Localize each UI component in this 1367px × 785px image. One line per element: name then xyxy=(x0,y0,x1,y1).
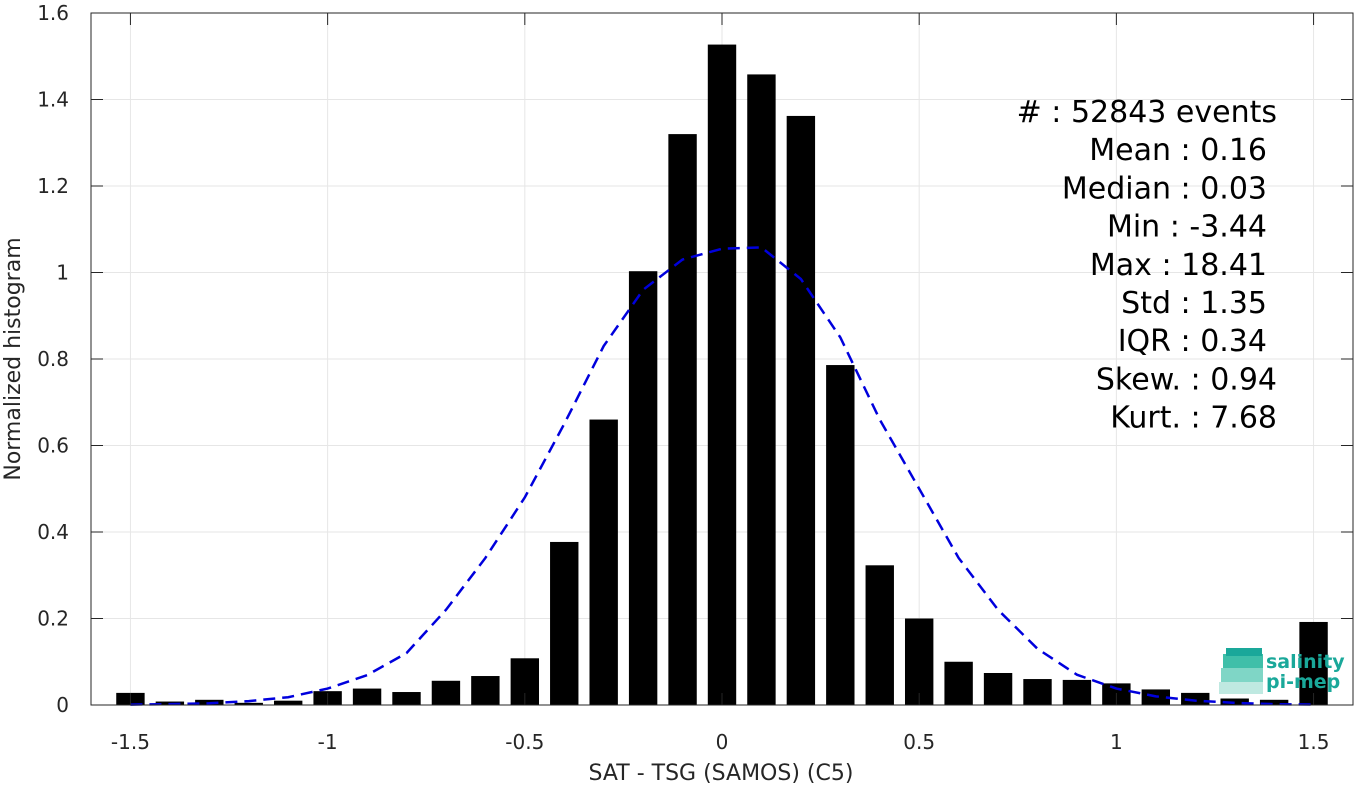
x-tick-label: 0.5 xyxy=(903,730,935,754)
histogram-bar xyxy=(589,419,618,705)
histogram-bar xyxy=(826,365,855,705)
x-tick-label: -0.5 xyxy=(505,730,544,754)
histogram-bar xyxy=(944,661,973,705)
histogram-bar xyxy=(431,680,461,705)
histogram-bar xyxy=(234,702,263,705)
stats-line: IQR : 0.34 xyxy=(1118,324,1267,359)
histogram-bar xyxy=(1299,621,1328,705)
histogram-bars xyxy=(116,44,1328,706)
histogram-bar xyxy=(747,74,776,706)
stats-line: Max : 18.41 xyxy=(1090,248,1267,283)
histogram-bar xyxy=(668,134,697,706)
histogram-bar xyxy=(273,700,303,705)
histogram-bar xyxy=(1181,692,1210,705)
histogram-bar xyxy=(707,44,737,705)
y-tick-label: 1.6 xyxy=(37,1,69,25)
stats-line: Skew. : 0.94 xyxy=(1096,362,1277,397)
histogram-bar xyxy=(1259,699,1289,705)
stats-line: Kurt. : 7.68 xyxy=(1110,401,1277,436)
y-tick-label: 1.4 xyxy=(37,88,69,112)
tick-labels: -1.5 -1 -0.5 0 0.5 1 1.5 0 0.2 0.4 0.6 0.8 1 1.2 1.4 1.… xyxy=(37,1,1329,754)
fit-curve-layer xyxy=(130,246,1314,706)
histogram-bar xyxy=(983,672,1013,705)
histogram-bar xyxy=(786,115,816,705)
y-tick-label: 0.2 xyxy=(37,607,69,631)
x-tick-label: 0 xyxy=(716,730,729,754)
x-tick-label: 1.5 xyxy=(1298,730,1330,754)
y-tick-label: 0.4 xyxy=(37,520,69,544)
histogram-bar xyxy=(904,618,934,705)
histogram-bar xyxy=(471,676,500,705)
salinity-pi-mep-logo: salinity pi-mep xyxy=(1219,648,1345,694)
histogram-bar xyxy=(550,541,579,705)
x-tick-label: -1.5 xyxy=(111,730,150,754)
y-axis-label: Normalized histogram xyxy=(1,237,26,480)
stats-line: Std : 1.35 xyxy=(1121,286,1267,321)
axes xyxy=(90,12,1354,706)
logo-text-line1: salinity xyxy=(1266,651,1345,673)
y-tick-label: 0.8 xyxy=(37,347,69,371)
histogram-bar xyxy=(1023,679,1052,705)
gaussian-fit-curve xyxy=(130,246,1314,706)
histogram-bar xyxy=(392,692,421,705)
y-tick-label: 0.6 xyxy=(37,434,69,458)
y-tick-label: 1.2 xyxy=(37,174,69,198)
logo-wave-icon xyxy=(1219,648,1263,694)
logo-text-line2: pi-mep xyxy=(1266,671,1340,693)
histogram-bar xyxy=(1062,679,1092,705)
stats-line: # : 52843 events xyxy=(1017,95,1277,130)
stats-line: Median : 0.03 xyxy=(1062,171,1267,206)
stats-line: Min : -3.44 xyxy=(1107,210,1267,245)
y-tick-label: 0 xyxy=(56,693,69,717)
y-tick-label: 1 xyxy=(56,261,69,285)
histogram-bar xyxy=(352,688,382,705)
stats-line: Mean : 0.16 xyxy=(1089,133,1267,168)
histogram-bar xyxy=(628,271,658,705)
x-axis-label: SAT - TSG (SAMOS) (C5) xyxy=(589,761,854,785)
x-tick-label: 1 xyxy=(1110,730,1123,754)
x-tick-label: -1 xyxy=(318,730,338,754)
histogram-bar xyxy=(865,565,894,705)
